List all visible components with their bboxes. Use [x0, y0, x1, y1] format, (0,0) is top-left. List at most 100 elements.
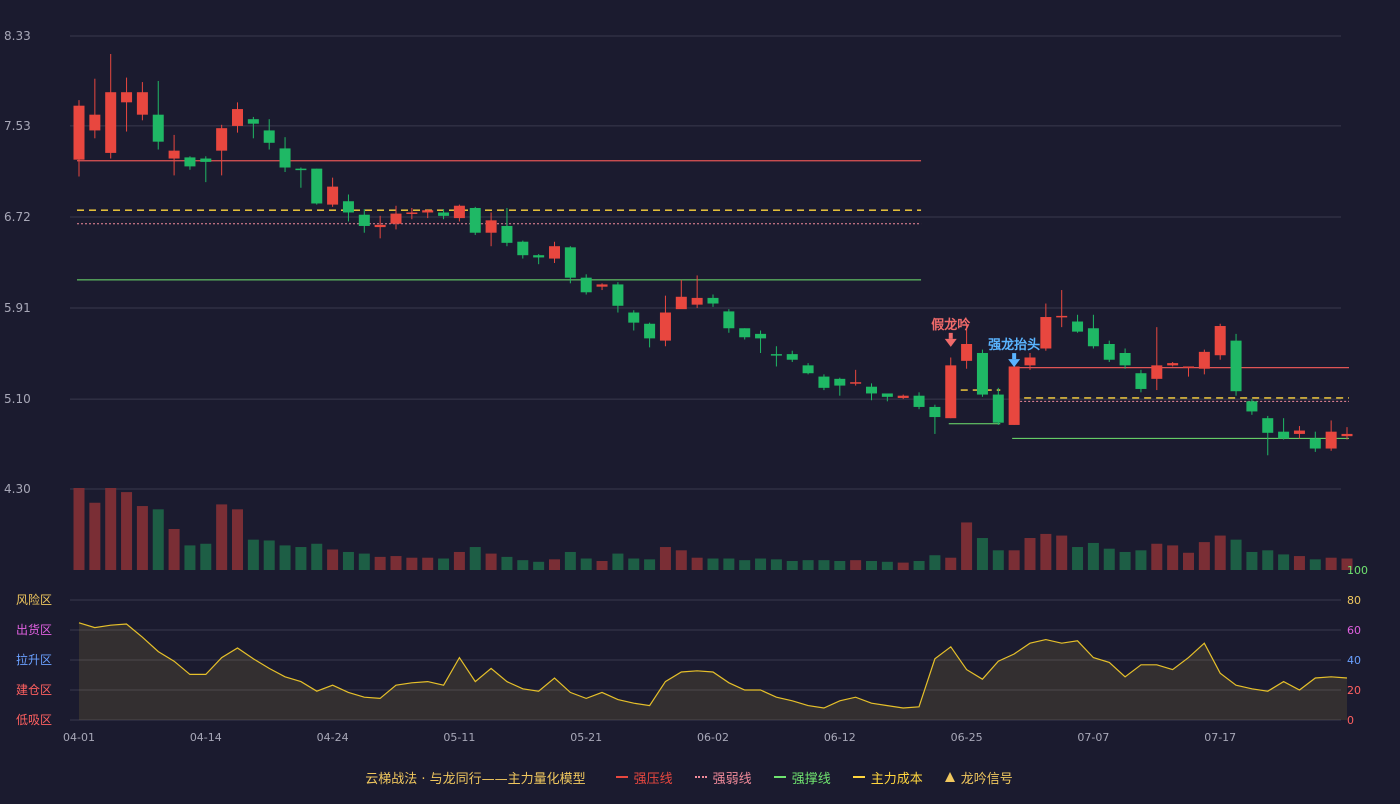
candle [184, 156, 196, 170]
candle-body [342, 201, 354, 213]
candle [152, 80, 164, 150]
candle-body [105, 92, 117, 153]
candle-body [73, 105, 85, 160]
candle-body [992, 394, 1004, 423]
candle-body [866, 386, 877, 394]
candle-body [121, 92, 133, 103]
volume-bar [659, 547, 671, 570]
candle [549, 241, 560, 264]
volume-bar [644, 559, 656, 570]
candle-body [168, 150, 180, 159]
candle [216, 124, 228, 176]
legend-item-cost[interactable]: 主力成本 [852, 768, 923, 787]
candle-body [691, 297, 703, 305]
legend-swatch-pressure [615, 776, 628, 778]
volume-bar [438, 558, 450, 570]
candle [1293, 426, 1305, 439]
volume-bar [1040, 533, 1052, 570]
candle [1309, 431, 1321, 452]
volume-bar [628, 558, 640, 570]
legend-item-pressure[interactable]: 强压线 [615, 768, 673, 787]
volume-bar [945, 557, 957, 570]
indicator-lines [77, 160, 1349, 439]
volume-bar [1151, 543, 1163, 570]
candle-body [247, 119, 259, 124]
volume-bar [358, 553, 370, 570]
x-tick-label: 06-25 [951, 731, 983, 744]
oscillator-line [78, 622, 1348, 709]
volume-bar [121, 492, 133, 570]
candle-body [216, 128, 228, 151]
volume-bar [136, 506, 148, 570]
candle [200, 156, 212, 183]
volume-bar [1230, 539, 1242, 570]
candle-body [1246, 401, 1258, 412]
volume-bar [596, 560, 608, 570]
candle [580, 274, 592, 295]
candle [675, 279, 687, 310]
legend-item-signal[interactable]: 龙吟信号 [944, 768, 1013, 787]
candle-body [549, 246, 560, 259]
candle-body [596, 284, 608, 287]
volume-bar [152, 509, 164, 570]
candle-body [438, 212, 450, 216]
candle-body [152, 114, 164, 142]
x-tick-label: 04-01 [63, 731, 95, 744]
candle [1262, 415, 1274, 456]
volume-bar [1198, 542, 1210, 570]
volume-bar [834, 560, 846, 570]
volume-bar [866, 560, 877, 570]
legend-label-cost: 主力成本 [870, 771, 923, 787]
candle [1119, 348, 1131, 369]
volume-bar [1056, 535, 1068, 570]
signal-arrow-shaft [1012, 353, 1017, 360]
candle-body [184, 157, 196, 167]
candle [517, 240, 529, 259]
x-tick-label: 05-11 [443, 731, 475, 744]
candle-body [1214, 326, 1226, 356]
candle [406, 207, 418, 220]
legend-item-support[interactable]: 强撑线 [773, 768, 831, 787]
candle [770, 346, 782, 367]
volume-bar [485, 553, 497, 570]
price-tick-label: 5.10 [4, 392, 31, 406]
volume-bar [897, 562, 909, 570]
candle [834, 377, 846, 396]
volume-bar [184, 545, 196, 570]
volume-bar [232, 509, 243, 570]
candle-body [675, 296, 687, 310]
signal-triangle-icon [944, 772, 955, 782]
candle-body [976, 352, 988, 395]
zone-label: 风险区 [16, 592, 52, 607]
candle [755, 330, 767, 353]
signal-arrow-icon [944, 338, 957, 347]
volume-bar [1214, 535, 1226, 570]
volume-bar [327, 549, 339, 570]
candle [1183, 366, 1194, 377]
candle-body [200, 158, 212, 162]
x-tick-label: 04-14 [190, 731, 222, 744]
candle [422, 209, 434, 219]
legend-item-weak[interactable]: 强弱线 [694, 768, 752, 787]
candle-body [755, 333, 767, 339]
candle-body [263, 130, 275, 143]
candle-body [723, 311, 735, 329]
candle-body [1262, 418, 1274, 433]
candlesticks [73, 53, 1353, 456]
volume-bar [691, 557, 703, 570]
volume-bar [390, 556, 402, 570]
volume-bar [929, 555, 941, 570]
candle [1135, 369, 1147, 393]
volume-bar [913, 560, 925, 570]
volume-bars [73, 488, 1353, 570]
volume-bar [1008, 550, 1020, 570]
candle-body [485, 220, 497, 233]
candle [976, 349, 988, 397]
candle [136, 82, 148, 121]
volume-bar [1278, 554, 1290, 570]
x-tick-label: 06-02 [697, 731, 729, 744]
volume-bar [1293, 556, 1305, 570]
candle [438, 209, 450, 220]
candle-body [390, 213, 402, 224]
